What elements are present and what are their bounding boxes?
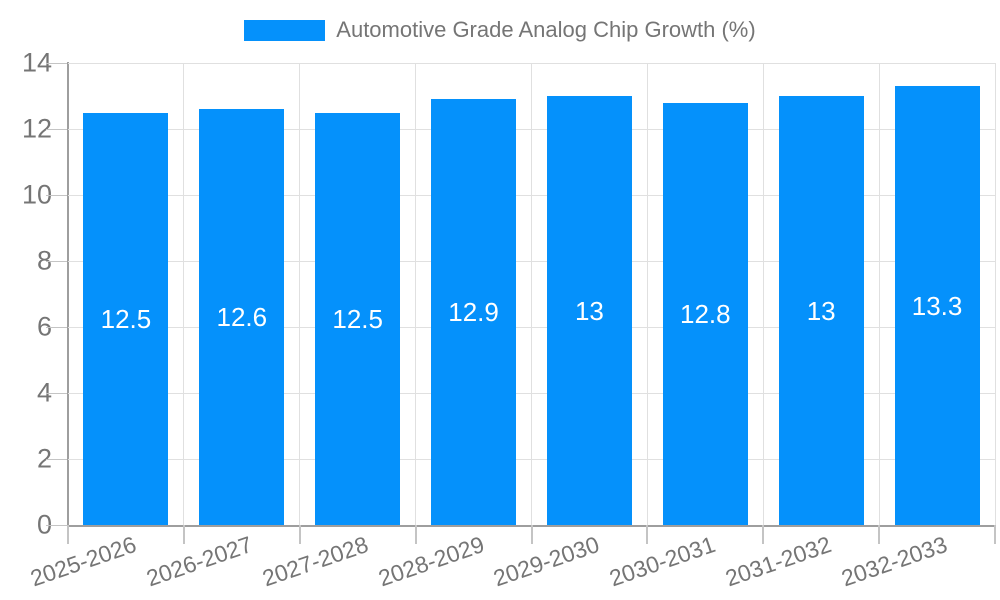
y-axis-labels: 0 2 4 6 8 10 12 14	[0, 0, 54, 600]
x-tick-mark	[878, 525, 881, 544]
legend-label: Automotive Grade Analog Chip Growth (%)	[336, 17, 756, 42]
y-tick-mark	[46, 194, 67, 196]
y-tick-mark	[46, 128, 67, 130]
y-tick-mark	[46, 524, 67, 526]
bar: 12.5	[83, 112, 169, 525]
bar: 12.8	[662, 102, 748, 525]
y-tick-label: 0	[36, 509, 52, 540]
bar-value-label: 13	[574, 295, 604, 326]
x-tick-label: 2030-2031	[606, 531, 719, 592]
x-tick-label: 2031-2032	[722, 531, 835, 592]
bar-value-label: 12.5	[332, 303, 383, 334]
y-tick-label: 8	[36, 245, 52, 276]
bar-value-label: 13.3	[911, 290, 963, 321]
bar-value-label: 12.5	[100, 303, 152, 334]
x-tick-mark	[414, 525, 417, 544]
bar: 12.6	[199, 109, 285, 525]
x-tick-mark	[530, 525, 533, 544]
bar-value-label: 12.8	[680, 298, 731, 329]
x-tick-label: 2029-2030	[490, 531, 603, 592]
y-tick-label: 4	[36, 377, 52, 408]
y-axis-line	[67, 62, 69, 527]
y-tick-mark	[46, 260, 67, 262]
plot-area: 12.5 12.6 12.5 12.9 13 12.8 13 13.3	[68, 62, 996, 525]
bar: 13.3	[894, 86, 980, 525]
gridline-vertical	[878, 63, 880, 525]
y-tick-mark	[46, 392, 67, 394]
bar: 13	[778, 96, 864, 525]
gridline-vertical	[646, 63, 648, 525]
gridline-vertical	[415, 63, 417, 525]
bar: 12.9	[431, 99, 517, 525]
gridline-vertical	[762, 63, 764, 525]
x-tick-mark	[298, 525, 301, 544]
y-tick-label: 2	[36, 443, 52, 474]
bar: 12.5	[315, 112, 401, 525]
bar-value-label: 12.6	[216, 302, 268, 333]
legend-item[interactable]: Automotive Grade Analog Chip Growth (%)	[0, 17, 1000, 43]
x-tick-label: 2032-2033	[838, 531, 951, 592]
legend-swatch	[244, 19, 326, 41]
y-tick-mark	[46, 62, 67, 64]
bar-value-label: 13	[806, 295, 836, 326]
y-tick-mark	[46, 458, 67, 460]
x-tick-label: 2027-2028	[258, 531, 372, 592]
bar: 13	[546, 96, 632, 525]
x-tick-mark	[67, 525, 69, 544]
gridline-vertical	[994, 63, 996, 525]
x-tick-label: 2028-2029	[374, 531, 488, 592]
y-tick-mark	[46, 326, 67, 328]
gridline-vertical	[299, 63, 301, 525]
gridline-vertical	[531, 63, 532, 525]
x-tick-mark	[646, 525, 649, 544]
bar-value-label: 12.9	[448, 297, 499, 328]
x-tick-label: 2026-2027	[142, 531, 256, 592]
x-tick-mark	[994, 525, 996, 544]
y-tick-label: 6	[36, 311, 52, 342]
x-tick-mark	[182, 525, 185, 544]
x-tick-mark	[762, 525, 765, 544]
gridline-vertical	[183, 63, 185, 525]
